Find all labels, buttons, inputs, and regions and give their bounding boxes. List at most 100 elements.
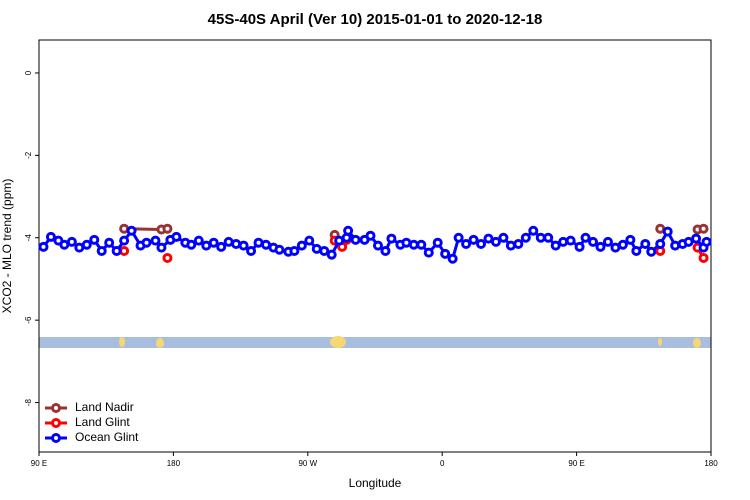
point [119,235,130,246]
point [683,236,694,247]
point [498,232,509,243]
point [691,233,702,244]
point [96,245,107,256]
point [304,235,315,246]
point [296,240,307,251]
point [520,232,531,243]
point [216,241,227,252]
y-tick-label: -2 [24,151,33,159]
point [447,253,458,264]
y-tick-label: -8 [24,398,33,406]
point [111,245,122,256]
point [565,235,576,246]
x-tick-label: 180 [704,459,718,468]
point [319,245,330,256]
point [74,242,85,253]
x-tick-label: 90 E [31,459,47,468]
point [701,236,712,247]
y-axis-label: XCO2 - MLO trend (ppm) [0,179,14,314]
point [453,232,464,243]
y-tick-label: -6 [24,316,33,324]
x-tick-label: 90 W [298,459,317,468]
point [476,238,487,249]
y-tick-label: 0 [24,70,33,75]
point [126,225,137,236]
point [535,232,546,243]
point [208,237,219,248]
point [162,223,173,234]
point [238,240,249,251]
point [171,231,182,242]
point [186,239,197,250]
point [365,230,376,241]
point [432,237,443,248]
point [231,238,242,249]
point [646,246,657,257]
x-tick-label: 0 [440,459,445,468]
point [558,236,569,247]
point [38,241,49,252]
point [602,236,613,247]
point [631,245,642,256]
point [401,237,412,248]
point [253,237,264,248]
legend-marker [51,403,61,413]
point [45,231,56,242]
point [260,239,271,250]
point [193,235,204,246]
point [150,235,161,246]
point [698,223,709,234]
point [326,249,337,260]
point [246,245,257,256]
point [528,225,539,236]
point [343,225,354,236]
x-tick-label: 90 E [568,459,584,468]
point [574,241,585,252]
point [468,234,479,245]
point [89,234,100,245]
point [490,236,501,247]
point [311,243,322,254]
point [461,238,472,249]
legend-marker [51,418,61,428]
point [119,223,130,234]
point [386,233,397,244]
chart-title: 45S-40S April (Ver 10) 2015-01-01 to 202… [208,11,543,28]
point [595,241,606,252]
point [655,223,666,234]
point [543,232,554,243]
point [610,242,621,253]
x-tick-label: 180 [167,459,181,468]
y-tick-label: -4 [24,234,33,242]
point [81,239,92,250]
legend-label: Land Nadir [75,400,134,414]
point [423,247,434,258]
point [588,236,599,247]
point [119,245,130,256]
point [274,244,285,255]
point [223,236,234,247]
point [625,234,636,245]
point [580,232,591,243]
point [513,238,524,249]
point [505,240,516,251]
point [59,239,70,250]
point [416,239,427,250]
point [655,238,666,249]
point [550,240,561,251]
legend-label: Land Glint [75,415,130,429]
point [334,235,345,246]
point [670,240,681,251]
point [66,236,77,247]
point [662,226,673,237]
point [201,240,212,251]
point [104,237,115,248]
point [408,239,419,250]
point [617,239,628,250]
point [380,245,391,256]
point [483,233,494,244]
point [289,245,300,256]
legend-marker [51,433,61,443]
point [141,237,152,248]
